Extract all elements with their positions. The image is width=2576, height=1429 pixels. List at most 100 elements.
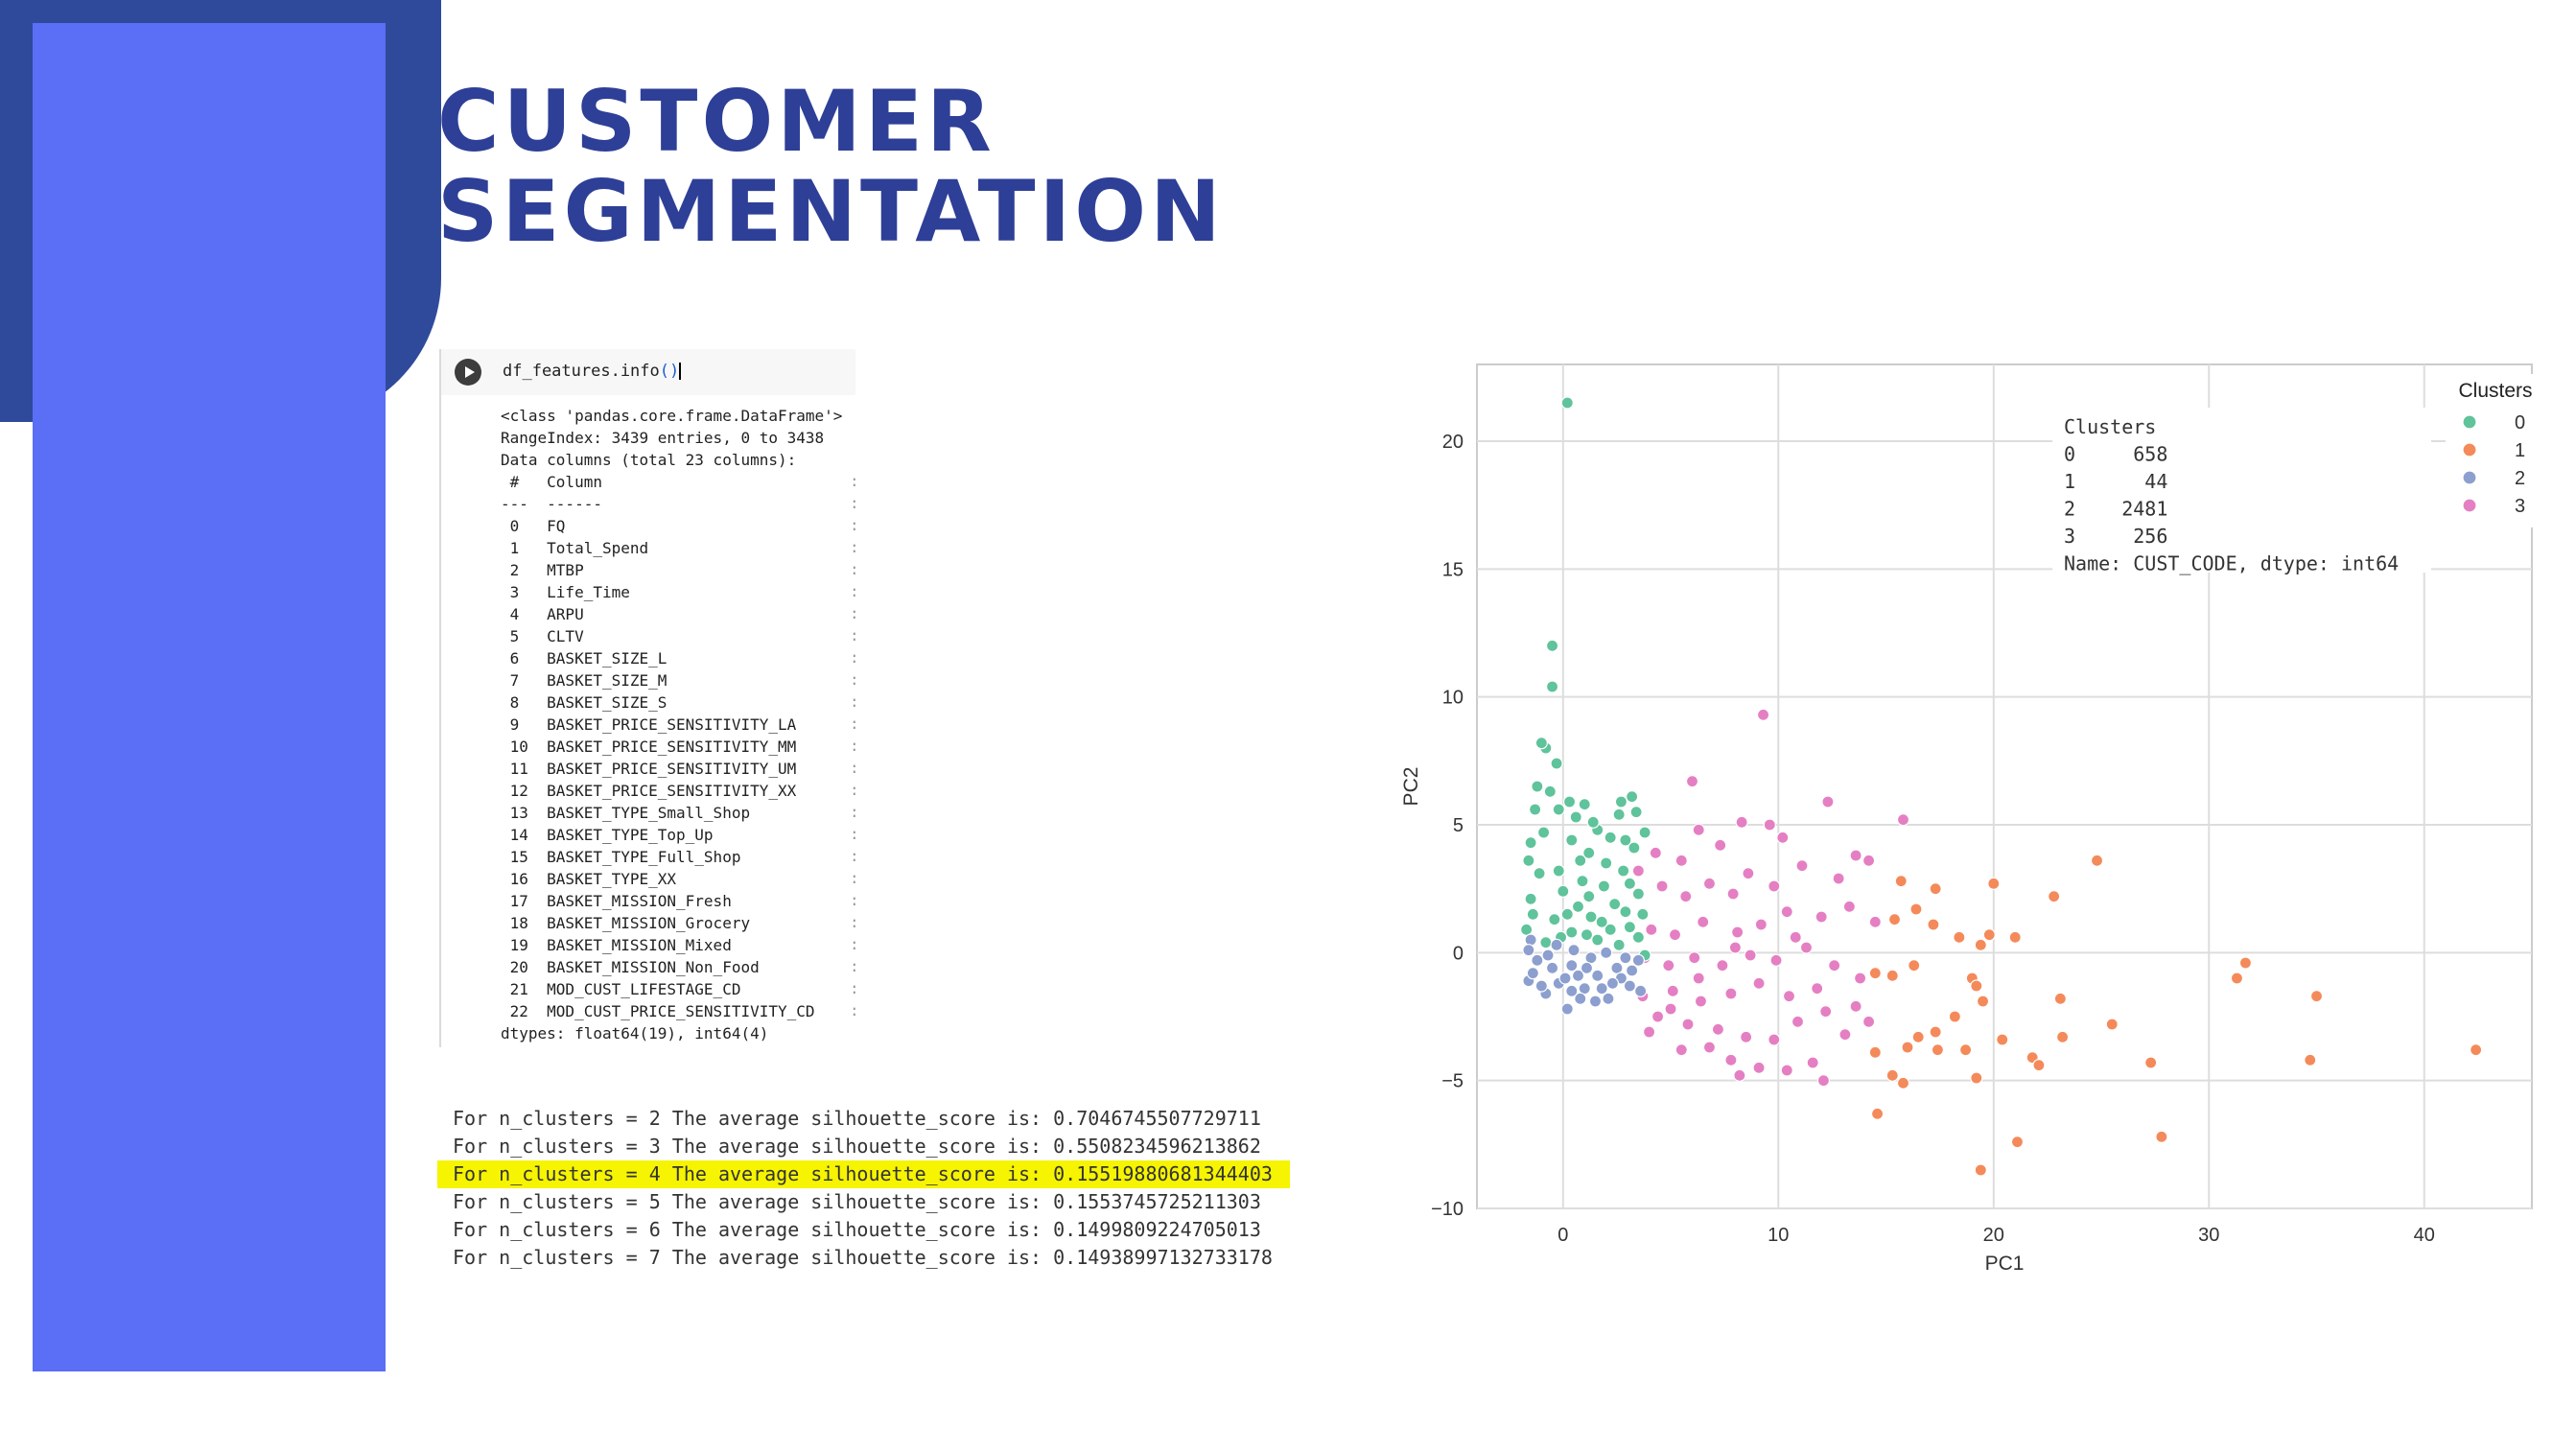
data-point-cluster-3: [1674, 854, 1688, 867]
data-point-cluster-3: [1711, 1022, 1725, 1036]
data-point-cluster-3: [1819, 1005, 1833, 1019]
silhouette-output: For n_clusters = 2 The average silhouett…: [437, 1105, 1290, 1272]
data-point-cluster-0: [1565, 925, 1579, 939]
data-point-cluster-0: [1562, 795, 1577, 808]
data-point-cluster-3: [1702, 1041, 1717, 1054]
annotation-box: [2052, 408, 2431, 573]
legend-marker-0: [2462, 414, 2477, 430]
silhouette-line: For n_clusters = 7 The average silhouett…: [453, 1246, 1273, 1269]
data-point-cluster-3: [1806, 1056, 1819, 1069]
annotation-line: 3 256: [2064, 525, 2167, 548]
data-point-cluster-0: [1584, 910, 1598, 924]
output-line: --- ------: [501, 495, 602, 513]
data-point-cluster-1: [2056, 1030, 2070, 1043]
output-line: 14 BASKET_TYPE_Top_Up: [501, 826, 714, 844]
data-point-cluster-0: [1569, 810, 1582, 824]
output-line: # Column: [501, 473, 602, 491]
data-point-cluster-3: [1816, 1074, 1831, 1088]
data-point-cluster-1: [1868, 967, 1882, 980]
output-truncation-marks: : : : : : : : : : : : : : : : : : : : : …: [850, 470, 855, 1021]
data-point-cluster-0: [1623, 877, 1636, 890]
data-point-cluster-3: [1679, 890, 1693, 903]
data-point-cluster-2: [1605, 976, 1620, 990]
legend-box: [2446, 374, 2545, 527]
x-axis-label: PC1: [1985, 1253, 2025, 1275]
code-editor[interactable]: df_features.info(): [503, 362, 682, 381]
data-point-cluster-1: [1894, 875, 1908, 888]
data-point-cluster-3: [1666, 984, 1679, 997]
data-point-cluster-3: [1692, 972, 1705, 985]
data-point-cluster-0: [1560, 396, 1574, 410]
code-text: df_features.info: [503, 362, 660, 381]
data-point-cluster-3: [1754, 918, 1768, 931]
data-point-cluster-0: [1539, 936, 1553, 949]
x-tick-label: 10: [1768, 1225, 1789, 1246]
output-line: 20 BASKET_MISSION_Non_Food: [501, 958, 760, 976]
run-cell-button[interactable]: [455, 359, 481, 386]
data-point-cluster-2: [1619, 951, 1632, 965]
data-point-cluster-0: [1533, 867, 1546, 880]
data-point-cluster-2: [1565, 984, 1579, 997]
data-point-cluster-1: [1953, 930, 1966, 944]
legend-title: Clusters: [2458, 380, 2532, 402]
y-tick-label: 10: [1442, 688, 1464, 709]
output-line: 3 Life_Time: [501, 583, 630, 601]
data-point-cluster-0: [1619, 905, 1632, 919]
data-point-cluster-3: [1724, 987, 1738, 1000]
output-line: <class 'pandas.core.frame.DataFrame'>: [501, 407, 843, 425]
output-line: 17 BASKET_MISSION_Fresh: [501, 892, 732, 910]
output-line: 21 MOD_CUST_LIFESTAGE_CD: [501, 980, 741, 998]
data-point-cluster-2: [1545, 961, 1559, 974]
data-point-cluster-0: [1604, 923, 1617, 936]
data-point-cluster-0: [1531, 780, 1544, 793]
data-point-cluster-3: [1776, 831, 1790, 844]
data-point-cluster-3: [1726, 887, 1740, 901]
cell-input[interactable]: df_features.info(): [439, 349, 855, 395]
data-point-cluster-0: [1582, 890, 1596, 903]
data-point-cluster-2: [1560, 1002, 1574, 1016]
data-point-cluster-1: [1948, 1010, 1961, 1023]
x-tick-label: 40: [2414, 1225, 2435, 1246]
data-point-cluster-0: [1571, 900, 1585, 913]
data-point-cluster-1: [2238, 956, 2253, 970]
data-point-cluster-3: [1862, 854, 1876, 867]
data-point-cluster-0: [1612, 808, 1626, 821]
data-point-cluster-1: [1974, 1163, 1987, 1177]
output-line: 19 BASKET_MISSION_Mixed: [501, 936, 732, 954]
annotation-line: 2 2481: [2064, 498, 2167, 521]
data-point-cluster-3: [1842, 900, 1856, 913]
data-point-cluster-3: [1664, 1002, 1677, 1016]
data-point-cluster-1: [1885, 969, 1899, 982]
data-point-cluster-3: [1780, 1064, 1793, 1077]
data-point-cluster-0: [1565, 833, 1579, 847]
data-point-cluster-1: [2008, 930, 2022, 944]
x-tick-label: 0: [1557, 1225, 1568, 1246]
data-point-cluster-2: [1631, 953, 1645, 967]
data-point-cluster-0: [1550, 757, 1563, 770]
data-point-cluster-1: [1901, 1041, 1914, 1054]
data-point-cluster-2: [1623, 979, 1636, 993]
output-line: 13 BASKET_TYPE_Small_Shop: [501, 804, 751, 822]
data-point-cluster-0: [1595, 915, 1608, 928]
legend-marker-3: [2462, 498, 2477, 513]
data-point-cluster-3: [1769, 953, 1783, 967]
data-point-cluster-1: [1927, 918, 1940, 931]
data-point-cluster-0: [1619, 833, 1632, 847]
data-point-cluster-3: [1838, 1028, 1852, 1042]
data-point-cluster-3: [1849, 849, 1862, 862]
annotation-line: Name: CUST_CODE, dtype: int64: [2064, 552, 2399, 575]
data-point-cluster-2: [1558, 972, 1572, 985]
data-point-cluster-2: [1541, 949, 1555, 962]
data-point-cluster-0: [1600, 856, 1613, 870]
data-point-cluster-1: [2105, 1018, 2119, 1031]
data-point-cluster-1: [2144, 1056, 2158, 1069]
x-tick-label: 20: [1983, 1225, 2004, 1246]
y-tick-label: 15: [1442, 559, 1464, 580]
data-point-cluster-0: [1576, 875, 1589, 888]
data-point-cluster-3: [1828, 959, 1841, 972]
title-line-1: CUSTOMER: [437, 72, 995, 171]
output-line: 7 BASKET_SIZE_M: [501, 671, 667, 690]
silhouette-line: For n_clusters = 6 The average silhouett…: [453, 1218, 1261, 1241]
data-point-cluster-0: [1524, 836, 1537, 850]
x-tick-label: 30: [2198, 1225, 2219, 1246]
